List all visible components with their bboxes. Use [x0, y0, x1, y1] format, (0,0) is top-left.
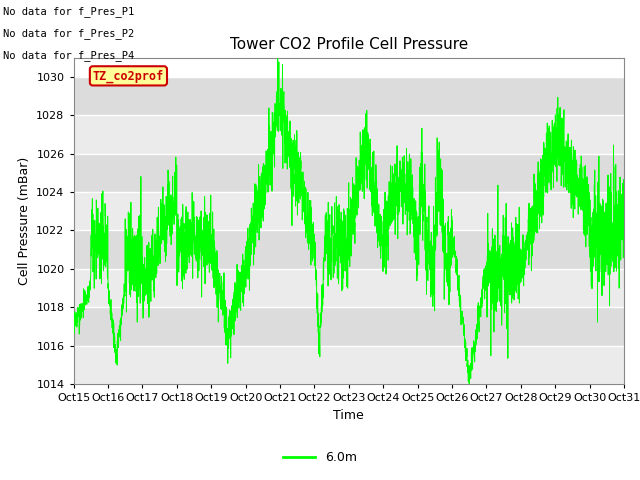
Legend: 6.0m: 6.0m — [278, 446, 362, 469]
Bar — [74, 307, 624, 346]
Bar — [74, 230, 624, 269]
X-axis label: Time: Time — [333, 408, 364, 421]
Bar — [74, 346, 624, 384]
Bar — [74, 77, 624, 115]
Text: TZ_co2prof: TZ_co2prof — [93, 69, 164, 83]
Bar — [74, 269, 624, 307]
Bar — [74, 192, 624, 230]
Title: Tower CO2 Profile Cell Pressure: Tower CO2 Profile Cell Pressure — [230, 37, 468, 52]
Y-axis label: Cell Pressure (mBar): Cell Pressure (mBar) — [18, 156, 31, 285]
Text: No data for f_Pres_P4: No data for f_Pres_P4 — [3, 49, 134, 60]
Bar — [74, 115, 624, 154]
Bar — [74, 154, 624, 192]
Text: No data for f_Pres_P1: No data for f_Pres_P1 — [3, 6, 134, 17]
Text: No data for f_Pres_P2: No data for f_Pres_P2 — [3, 28, 134, 39]
